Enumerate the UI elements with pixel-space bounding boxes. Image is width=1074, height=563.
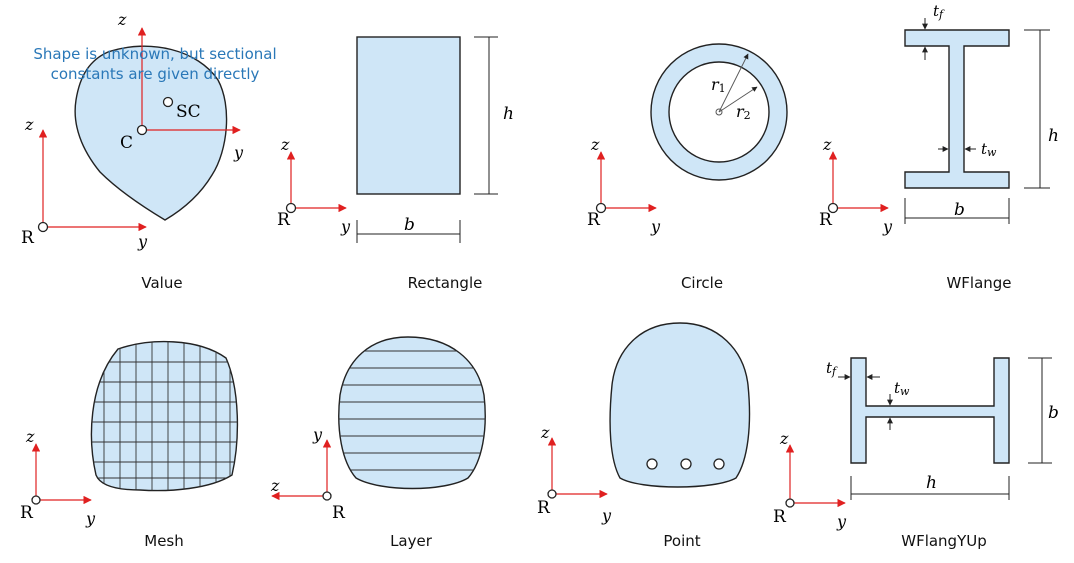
caption-value: Value xyxy=(141,274,182,292)
wflange-h-label: h xyxy=(1048,126,1059,146)
point-fiber-1 xyxy=(646,458,658,470)
circle-y-label: y xyxy=(650,217,661,236)
caption-mesh: Mesh xyxy=(144,532,184,550)
value-sc-label: SC xyxy=(176,102,201,122)
wflangyup-h-label: h xyxy=(926,473,937,493)
layer-shape xyxy=(338,336,486,490)
caption-wflange: WFlange xyxy=(946,274,1011,292)
wflangyup-tw-label: tw xyxy=(894,379,910,398)
value-z-label: z xyxy=(24,115,34,134)
circle-r2-label: r2 xyxy=(736,102,751,122)
wflange-r-label: R xyxy=(819,210,833,230)
value-shape xyxy=(74,45,228,221)
value-note-line2: constants are given directly xyxy=(51,65,260,83)
point-r-label: R xyxy=(537,498,551,518)
layer-z-label: z xyxy=(270,476,280,495)
panel-wflangyup: tf tw b h z y R WFlangYUp xyxy=(773,357,1059,550)
rectangle-b-label: b xyxy=(404,215,415,235)
mesh-y-label: y xyxy=(85,509,96,528)
layer-r-label: R xyxy=(332,503,346,523)
wflangyup-tf-label: tf xyxy=(826,359,838,378)
value-y-label: y xyxy=(137,232,148,251)
wflange-shape xyxy=(904,29,1010,189)
panel-value: z y C SC z y R Shape is unknown, but sec… xyxy=(21,10,277,292)
rectangle-h-label: h xyxy=(503,104,514,124)
caption-rectangle: Rectangle xyxy=(408,274,483,292)
layer-y-label: y xyxy=(312,425,323,444)
value-note-line1: Shape is unknown, but sectional xyxy=(33,45,276,63)
value-y-centroid-label: y xyxy=(233,143,244,162)
panel-layer: y z R Layer xyxy=(270,336,486,550)
wflange-y-label: y xyxy=(882,217,893,236)
mesh-z-label: z xyxy=(25,427,35,446)
panel-circle: r1 r2 z y R Circle xyxy=(587,43,788,292)
wflange-tw-label: tw xyxy=(981,140,997,159)
circle-r1-label: r1 xyxy=(711,75,726,95)
caption-layer: Layer xyxy=(390,532,433,550)
value-z-centroid-label: z xyxy=(117,10,127,29)
wflangyup-y-label: y xyxy=(836,512,847,531)
value-r-label: R xyxy=(21,228,35,248)
point-y-label: y xyxy=(601,506,612,525)
wflange-b-label: b xyxy=(954,200,965,220)
wflangyup-z-label: z xyxy=(779,429,789,448)
caption-circle: Circle xyxy=(681,274,723,292)
wflange-z-label: z xyxy=(822,135,832,154)
panel-mesh: z y R Mesh xyxy=(20,340,239,550)
point-z-label: z xyxy=(540,423,550,442)
point-fiber-2 xyxy=(680,458,692,470)
value-c-label: C xyxy=(120,133,133,153)
panel-wflange: tf tw h b z y R WFlange xyxy=(819,2,1059,292)
caption-point: Point xyxy=(663,532,700,550)
wflangyup-b-label: b xyxy=(1048,403,1059,423)
wflangyup-shape xyxy=(850,357,1010,464)
circle-z-label: z xyxy=(590,135,600,154)
rectangle-r-label: R xyxy=(277,210,291,230)
point-shape xyxy=(609,322,751,488)
rectangle-y-label: y xyxy=(340,217,351,236)
wflangyup-r-label: R xyxy=(773,507,787,527)
rectangle-z-label: z xyxy=(280,135,290,154)
caption-wflangyup: WFlangYUp xyxy=(901,532,987,550)
circle-r-label: R xyxy=(587,210,601,230)
point-fiber-3 xyxy=(713,458,725,470)
panel-point: z y R Point xyxy=(537,322,751,550)
wflange-tf-label: tf xyxy=(933,2,945,21)
mesh-r-label: R xyxy=(20,503,34,523)
panel-rectangle: h b z y R Rectangle xyxy=(277,36,514,292)
mesh-shape xyxy=(90,340,239,492)
rectangle-shape xyxy=(356,36,461,195)
